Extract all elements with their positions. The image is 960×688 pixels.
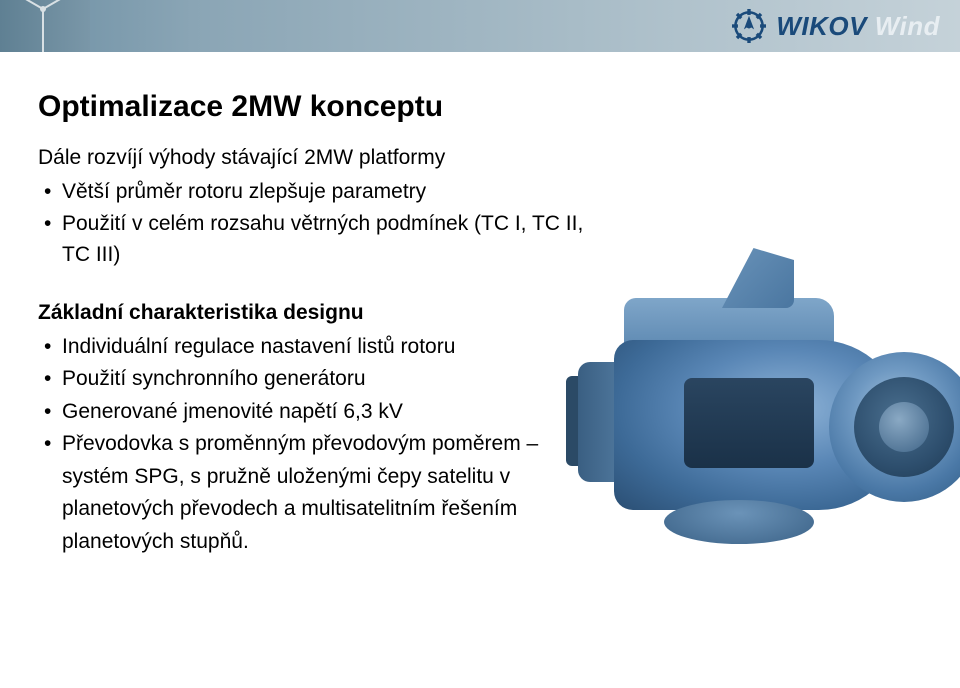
slide-subtitle: Dále rozvíjí výhody stávající 2MW platfo…	[38, 146, 598, 170]
slide-title: Optimalizace 2MW konceptu	[38, 90, 598, 124]
brand-text: WIKOV Wind	[776, 11, 940, 42]
design-bullet-list: Individuální regulace nastavení listů ro…	[42, 331, 598, 559]
list-item: Použití synchronního generátoru	[42, 363, 598, 396]
brand-logo: WIKOV Wind	[732, 9, 960, 43]
list-item: Větší průměr rotoru zlepšuje parametry	[42, 176, 598, 208]
header-bar: WIKOV Wind	[0, 0, 960, 52]
list-item: Použití v celém rozsahu větrných podmíne…	[42, 208, 598, 271]
gear-icon	[732, 9, 766, 43]
nacelle-render	[524, 230, 944, 560]
brand-sub: Wind	[875, 11, 940, 41]
list-item: Převodovka s proměnným převodovým poměre…	[42, 428, 598, 558]
turbine-thumbnail	[0, 0, 90, 52]
list-item: Generované jmenovité napětí 6,3 kV	[42, 396, 598, 429]
brand-main: WIKOV	[776, 11, 867, 41]
slide-content: Optimalizace 2MW konceptu Dále rozvíjí v…	[38, 90, 598, 558]
section-heading: Základní charakteristika designu	[38, 301, 598, 325]
top-bullet-list: Větší průměr rotoru zlepšuje parametry P…	[42, 176, 598, 271]
list-item: Individuální regulace nastavení listů ro…	[42, 331, 598, 364]
